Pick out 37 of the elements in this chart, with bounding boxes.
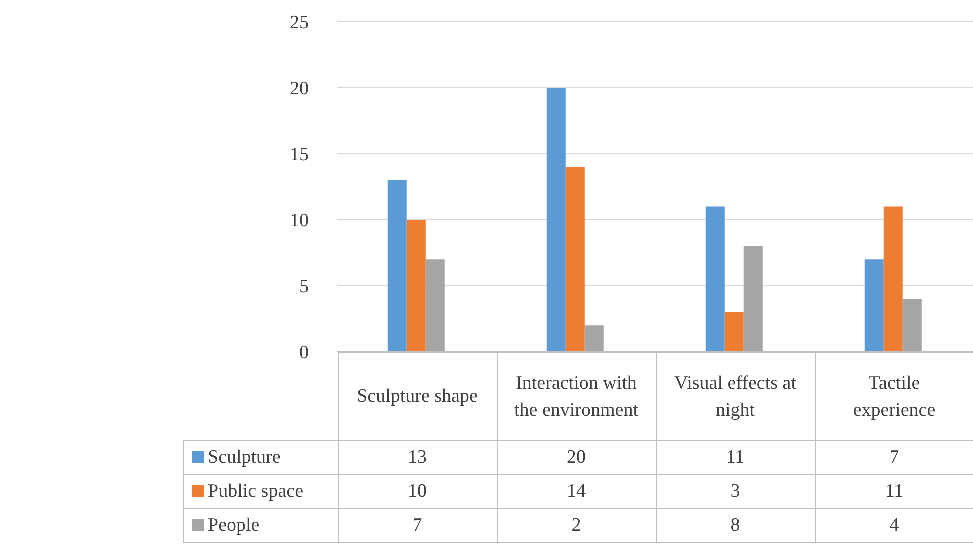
legend-label: People: [208, 514, 260, 536]
bar: [744, 246, 763, 352]
data-label: 4: [815, 508, 973, 542]
x-tick-label: Interaction with the environment: [497, 352, 656, 440]
x-tick-label: Sculpture shape: [338, 352, 497, 440]
data-label: 2: [497, 508, 656, 542]
bar: [406, 220, 426, 352]
bar: [902, 299, 922, 352]
bar: [388, 180, 407, 352]
bar: [864, 260, 884, 352]
y-tick-label: 15: [290, 144, 309, 166]
bar: [884, 206, 903, 352]
legend-label: Sculpture: [208, 446, 281, 468]
data-label: 7: [338, 508, 497, 542]
y-tick-label: 20: [290, 78, 309, 100]
y-tick-label: 5: [300, 276, 309, 298]
y-tick-label: 10: [290, 210, 309, 232]
x-tick-label: Visual effects at night: [656, 352, 815, 440]
bar: [566, 167, 585, 352]
x-tick-label: Tactile experience: [815, 352, 973, 440]
y-tick-label: 0: [300, 342, 309, 364]
data-label: 8: [656, 508, 815, 542]
data-label: 20: [497, 440, 656, 474]
legend-label: Public space: [208, 480, 304, 502]
data-label: 7: [815, 440, 973, 474]
data-label: 13: [338, 440, 497, 474]
data-label: 14: [497, 474, 656, 508]
data-label: 10: [338, 474, 497, 508]
bar: [706, 206, 725, 352]
y-tick-label: 25: [290, 12, 309, 34]
bar: [426, 260, 445, 352]
data-label: 11: [815, 474, 973, 508]
bar: [584, 326, 604, 352]
bar: [546, 88, 566, 352]
bar: [724, 312, 744, 352]
data-label: 3: [656, 474, 815, 508]
data-label: 11: [656, 440, 815, 474]
